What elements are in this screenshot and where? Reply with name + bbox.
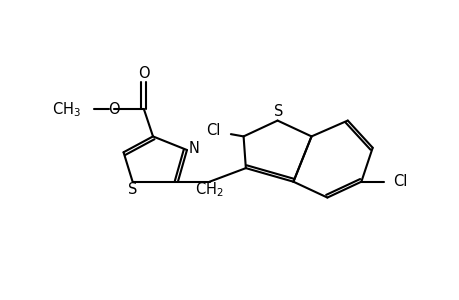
Text: CH$_2$: CH$_2$ — [195, 181, 224, 199]
Text: S: S — [273, 104, 283, 119]
Text: N: N — [188, 141, 199, 156]
Text: CH$_3$: CH$_3$ — [51, 100, 80, 118]
Text: S: S — [128, 182, 137, 197]
Text: Cl: Cl — [206, 123, 220, 138]
Text: O: O — [107, 102, 119, 117]
Text: Cl: Cl — [392, 174, 407, 189]
Text: O: O — [138, 66, 150, 81]
